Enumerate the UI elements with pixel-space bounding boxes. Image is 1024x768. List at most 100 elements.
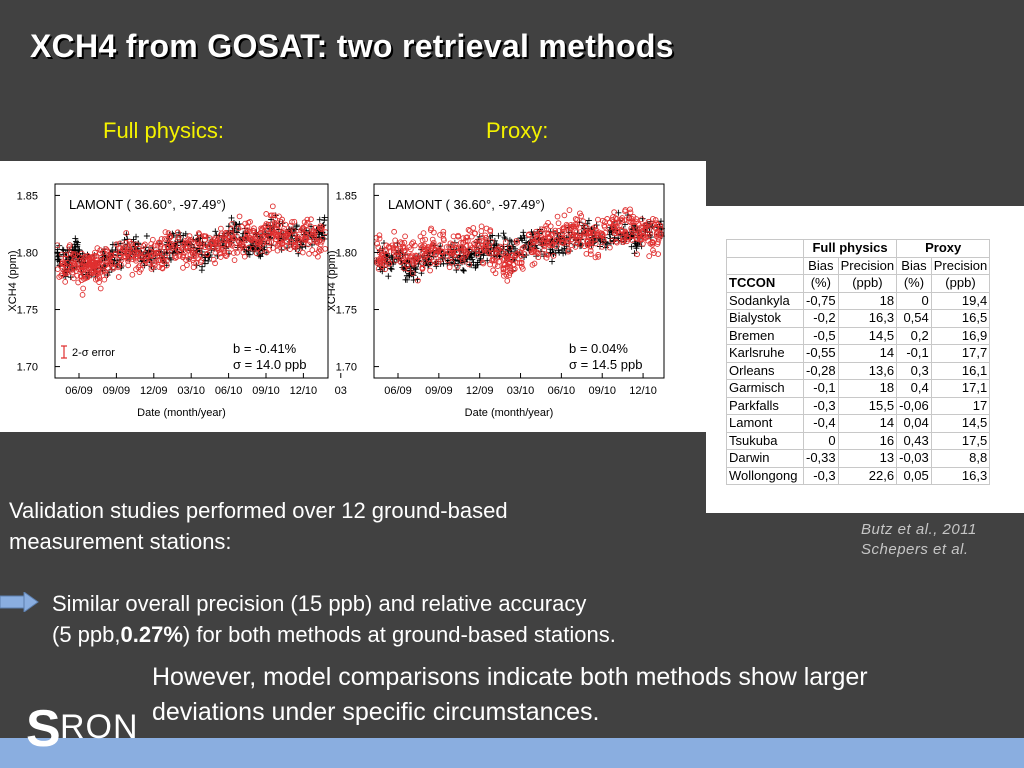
data-point-full-physics bbox=[237, 241, 243, 247]
data-point-full-physics bbox=[66, 244, 72, 250]
data-point-full-physics bbox=[311, 237, 317, 244]
data-point-proxy bbox=[375, 265, 382, 272]
data-point-full-physics bbox=[157, 241, 164, 248]
however-line-1: However, model comparisons indicate both… bbox=[152, 663, 868, 691]
data-point-proxy bbox=[541, 246, 548, 253]
data-point-full-physics bbox=[79, 291, 86, 298]
data-point-full-physics bbox=[135, 240, 142, 247]
data-point-proxy bbox=[482, 232, 488, 239]
svg-text:S: S bbox=[26, 700, 61, 752]
data-point-proxy bbox=[459, 258, 466, 265]
data-point-proxy bbox=[604, 241, 611, 248]
data-point-proxy bbox=[572, 216, 579, 222]
data-point-full-physics bbox=[75, 246, 82, 253]
data-point-full-physics bbox=[105, 253, 112, 260]
data-point-proxy bbox=[422, 236, 428, 243]
data-point-full-physics bbox=[299, 226, 306, 233]
data-point-proxy bbox=[569, 233, 576, 240]
data-point-proxy bbox=[614, 239, 620, 246]
data-point-full-physics bbox=[240, 249, 247, 256]
data-point-full-physics bbox=[195, 255, 202, 262]
data-point-full-physics bbox=[223, 253, 230, 259]
data-point-proxy bbox=[438, 256, 444, 263]
data-point-full-physics bbox=[257, 248, 264, 254]
data-point-proxy bbox=[434, 248, 441, 254]
data-point-full-physics bbox=[309, 247, 316, 253]
data-point-full-physics bbox=[74, 253, 81, 259]
table-value-cell: 13,6 bbox=[837, 361, 898, 380]
data-point-proxy bbox=[630, 219, 637, 226]
table-row: Parkfalls -0,3 15,5 -0,06 17 bbox=[726, 396, 991, 415]
data-point-proxy bbox=[488, 238, 495, 245]
data-point-full-physics bbox=[278, 218, 284, 225]
data-point-proxy bbox=[376, 257, 383, 264]
x-axis-label-full-physics: Date (month/year) bbox=[137, 407, 226, 419]
data-point-proxy bbox=[437, 232, 443, 238]
data-point-full-physics bbox=[72, 244, 79, 251]
data-point-proxy bbox=[560, 224, 567, 231]
data-point-proxy bbox=[632, 243, 639, 250]
data-point-full-physics bbox=[124, 249, 130, 256]
data-point-proxy bbox=[415, 255, 422, 261]
data-point-full-physics bbox=[116, 256, 122, 263]
data-point-proxy bbox=[538, 234, 545, 240]
data-point-proxy bbox=[613, 238, 620, 245]
data-point-full-physics bbox=[70, 250, 76, 257]
data-point-proxy bbox=[387, 265, 394, 272]
table-value-cell: 0,05 bbox=[896, 466, 932, 485]
data-point-full-physics bbox=[125, 258, 131, 264]
data-point-full-physics bbox=[291, 228, 297, 234]
data-point-proxy bbox=[619, 217, 626, 224]
data-point-proxy bbox=[568, 242, 575, 249]
y-tick-label-proxy: 1.80 bbox=[336, 247, 357, 259]
data-point-full-physics bbox=[202, 244, 208, 251]
data-point-proxy bbox=[476, 238, 482, 244]
x-tick-label-full-physics: 09/10 bbox=[252, 385, 280, 397]
data-point-full-physics bbox=[80, 256, 87, 263]
x-tick-label-proxy: 03/10 bbox=[507, 385, 535, 397]
data-point-full-physics bbox=[196, 241, 202, 248]
data-point-proxy bbox=[585, 217, 592, 224]
data-point-full-physics bbox=[101, 262, 108, 269]
data-point-full-physics bbox=[294, 236, 301, 243]
data-point-proxy bbox=[448, 250, 455, 257]
data-point-proxy bbox=[528, 249, 535, 256]
data-point-proxy bbox=[501, 272, 507, 279]
data-point-full-physics bbox=[78, 262, 84, 269]
data-point-full-physics bbox=[74, 272, 80, 279]
data-point-proxy bbox=[424, 246, 431, 253]
data-point-full-physics bbox=[266, 246, 272, 253]
data-point-full-physics bbox=[291, 218, 298, 225]
data-point-full-physics bbox=[217, 254, 224, 260]
point-cloud-full-physics bbox=[54, 203, 329, 298]
data-point-proxy bbox=[531, 238, 537, 244]
data-point-proxy bbox=[425, 261, 432, 268]
data-point-full-physics bbox=[176, 253, 183, 259]
data-point-full-physics bbox=[222, 236, 229, 242]
table-value-cell: 0,2 bbox=[896, 326, 932, 345]
data-point-full-physics bbox=[83, 274, 90, 281]
data-point-full-physics bbox=[142, 257, 149, 264]
data-point-full-physics bbox=[103, 246, 109, 252]
data-point-full-physics bbox=[293, 223, 300, 230]
x-tick-label-proxy: 06/09 bbox=[384, 385, 412, 397]
data-point-proxy bbox=[418, 242, 424, 249]
data-point-full-physics bbox=[252, 234, 259, 241]
data-point-full-physics bbox=[302, 233, 309, 239]
y-tick-label-full-physics: 1.70 bbox=[17, 362, 38, 374]
data-point-proxy bbox=[646, 253, 653, 259]
data-point-proxy bbox=[403, 257, 410, 264]
table-unit: (ppb) bbox=[837, 274, 898, 293]
data-point-proxy bbox=[655, 239, 661, 246]
data-point-proxy bbox=[610, 214, 616, 220]
data-point-proxy bbox=[390, 249, 397, 256]
similar-line-2: (5 ppb,0.27%) for both methods at ground… bbox=[52, 619, 616, 650]
data-point-full-physics bbox=[232, 244, 239, 251]
data-point-full-physics bbox=[60, 258, 66, 265]
data-point-proxy bbox=[409, 270, 416, 277]
however-text: However, model comparisons indicate both… bbox=[152, 660, 868, 730]
data-point-full-physics bbox=[173, 254, 180, 260]
table-value-cell: 0,04 bbox=[896, 414, 932, 433]
table-value-cell: 16,1 bbox=[930, 361, 991, 380]
data-point-proxy bbox=[458, 239, 464, 246]
